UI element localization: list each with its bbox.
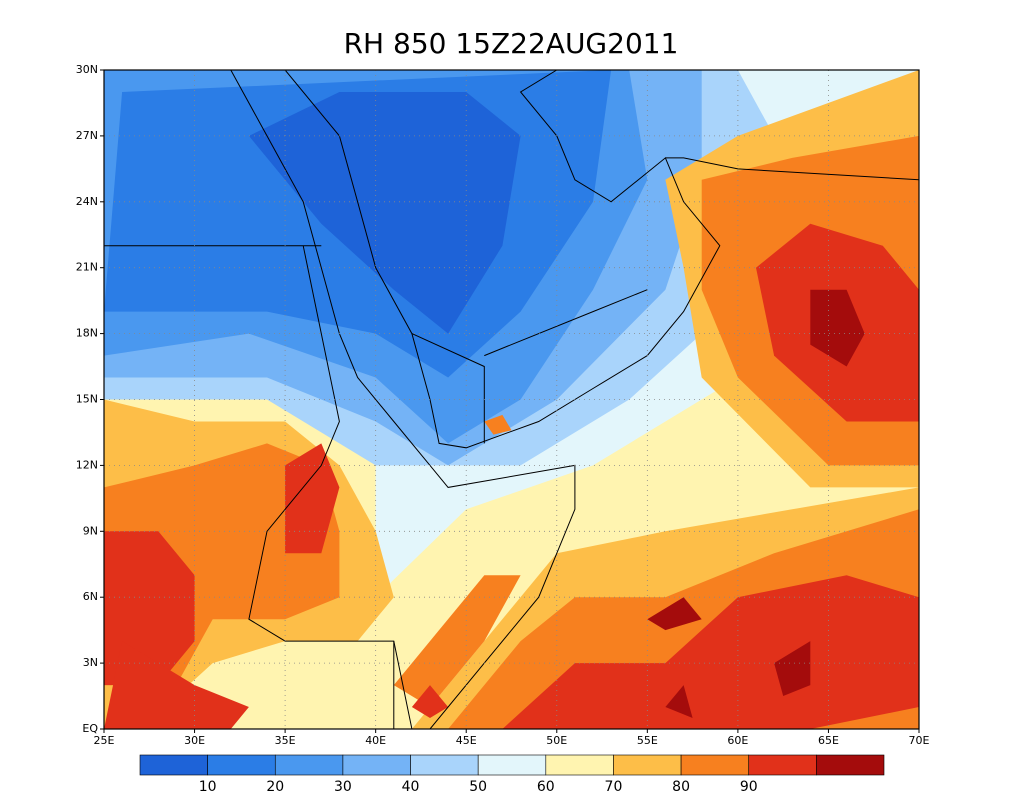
rh-field xyxy=(104,70,919,729)
colorbar-label: 90 xyxy=(740,779,758,795)
colorbar-label: 60 xyxy=(537,779,555,795)
colorbar-box xyxy=(816,754,885,776)
colorbar-box xyxy=(680,754,750,776)
coastline xyxy=(284,70,721,449)
x-tick-label: 50E xyxy=(546,734,567,747)
rh-region xyxy=(484,414,512,435)
colorbar-box xyxy=(274,754,344,776)
y-tick-label: 15N xyxy=(76,393,98,406)
x-tick-label: 60E xyxy=(727,734,748,747)
colorbar-box xyxy=(748,754,817,776)
rh-region xyxy=(104,641,249,729)
colorbar-box xyxy=(139,754,208,776)
y-tick-label: 30N xyxy=(76,63,98,76)
colorbar-label: 20 xyxy=(266,779,284,795)
colorbar-label: 30 xyxy=(334,779,352,795)
y-tick-label: 12N xyxy=(76,458,98,471)
colorbar-label: 70 xyxy=(605,779,623,795)
y-tick-label: 6N xyxy=(83,590,98,603)
x-tick-label: 45E xyxy=(456,734,477,747)
colorbar-label: 40 xyxy=(402,779,420,795)
x-tick-label: 65E xyxy=(818,734,839,747)
coastline xyxy=(230,70,576,729)
map-frame xyxy=(103,69,920,730)
axes: 25E 30E 35E 40E 45E 50E 55E 60E 65E 70E EQ 3N 6N 9N 12… xyxy=(76,63,930,747)
rh-region xyxy=(647,597,702,631)
rh-region xyxy=(665,685,693,718)
y-tick-label: 21N xyxy=(76,261,98,274)
colorbar-box xyxy=(342,754,411,776)
x-tick-label: 35E xyxy=(275,734,296,747)
y-tick-label: 18N xyxy=(76,327,98,340)
coastlines xyxy=(104,70,919,729)
x-tick-label: 30E xyxy=(184,734,205,747)
x-tick-label: 25E xyxy=(94,734,115,747)
rh-region xyxy=(411,685,449,718)
rh-region xyxy=(774,641,811,696)
rh-region xyxy=(502,575,919,729)
rh-region xyxy=(393,575,521,707)
colorbar-label: 10 xyxy=(199,779,217,795)
colorbar-box xyxy=(545,754,614,776)
coastline xyxy=(411,333,485,444)
colorbar-box xyxy=(477,754,547,776)
x-tick-label: 55E xyxy=(637,734,658,747)
y-tick-label: EQ xyxy=(82,722,98,735)
rh-region xyxy=(248,92,521,334)
y-tick-label: 3N xyxy=(83,656,98,669)
colorbar-box xyxy=(207,754,276,776)
y-tick-label: 24N xyxy=(76,195,98,208)
coastline xyxy=(248,245,413,729)
colorbar-box xyxy=(613,754,682,776)
coastline xyxy=(665,157,919,181)
x-tick-label: 40E xyxy=(365,734,386,747)
coastline xyxy=(484,289,648,357)
y-tick-label: 27N xyxy=(76,129,98,142)
colorbar-label: 50 xyxy=(469,779,487,795)
colorbar-label: 80 xyxy=(672,779,690,795)
rh-region xyxy=(810,289,865,367)
colorbar-box xyxy=(410,754,479,776)
rh-region xyxy=(285,443,340,554)
x-tick-label: 70E xyxy=(909,734,930,747)
y-tick-label: 9N xyxy=(83,524,98,537)
map-title: RH 850 15Z22AUG2011 xyxy=(344,27,679,60)
